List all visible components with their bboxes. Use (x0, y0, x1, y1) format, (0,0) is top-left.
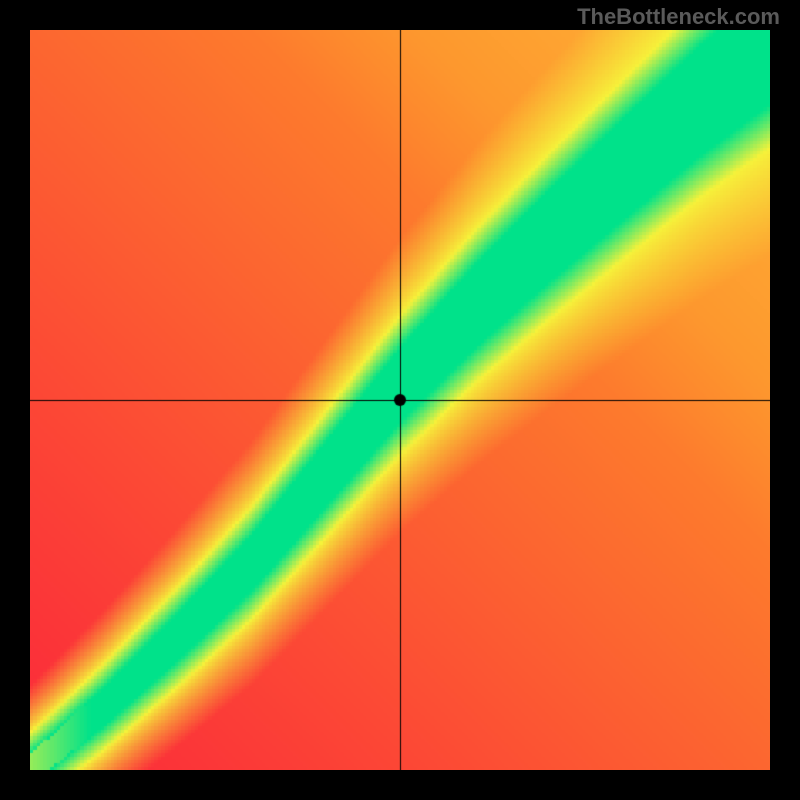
attribution-watermark: TheBottleneck.com (577, 4, 780, 30)
chart-frame: TheBottleneck.com (0, 0, 800, 800)
heatmap-canvas (30, 30, 770, 770)
plot-area (30, 30, 770, 770)
